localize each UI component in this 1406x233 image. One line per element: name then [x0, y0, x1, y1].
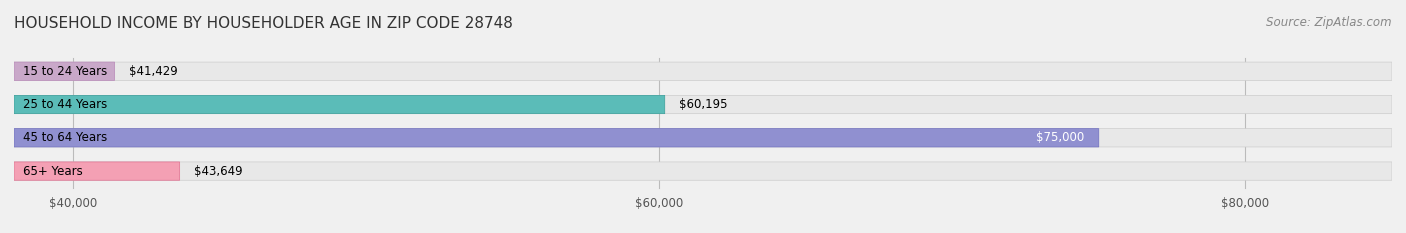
Text: Source: ZipAtlas.com: Source: ZipAtlas.com — [1267, 16, 1392, 29]
FancyBboxPatch shape — [14, 62, 114, 80]
Text: HOUSEHOLD INCOME BY HOUSEHOLDER AGE IN ZIP CODE 28748: HOUSEHOLD INCOME BY HOUSEHOLDER AGE IN Z… — [14, 16, 513, 31]
FancyBboxPatch shape — [14, 129, 1098, 147]
FancyBboxPatch shape — [14, 95, 665, 114]
FancyBboxPatch shape — [14, 129, 1392, 147]
Text: $60,195: $60,195 — [679, 98, 728, 111]
FancyBboxPatch shape — [14, 162, 1392, 180]
Text: 45 to 64 Years: 45 to 64 Years — [22, 131, 107, 144]
Text: 15 to 24 Years: 15 to 24 Years — [22, 65, 107, 78]
Text: $43,649: $43,649 — [194, 164, 243, 178]
Text: $75,000: $75,000 — [1036, 131, 1084, 144]
Text: 65+ Years: 65+ Years — [22, 164, 83, 178]
Text: $41,429: $41,429 — [129, 65, 179, 78]
Text: 25 to 44 Years: 25 to 44 Years — [22, 98, 107, 111]
FancyBboxPatch shape — [14, 95, 1392, 114]
FancyBboxPatch shape — [14, 62, 1392, 80]
FancyBboxPatch shape — [14, 162, 180, 180]
